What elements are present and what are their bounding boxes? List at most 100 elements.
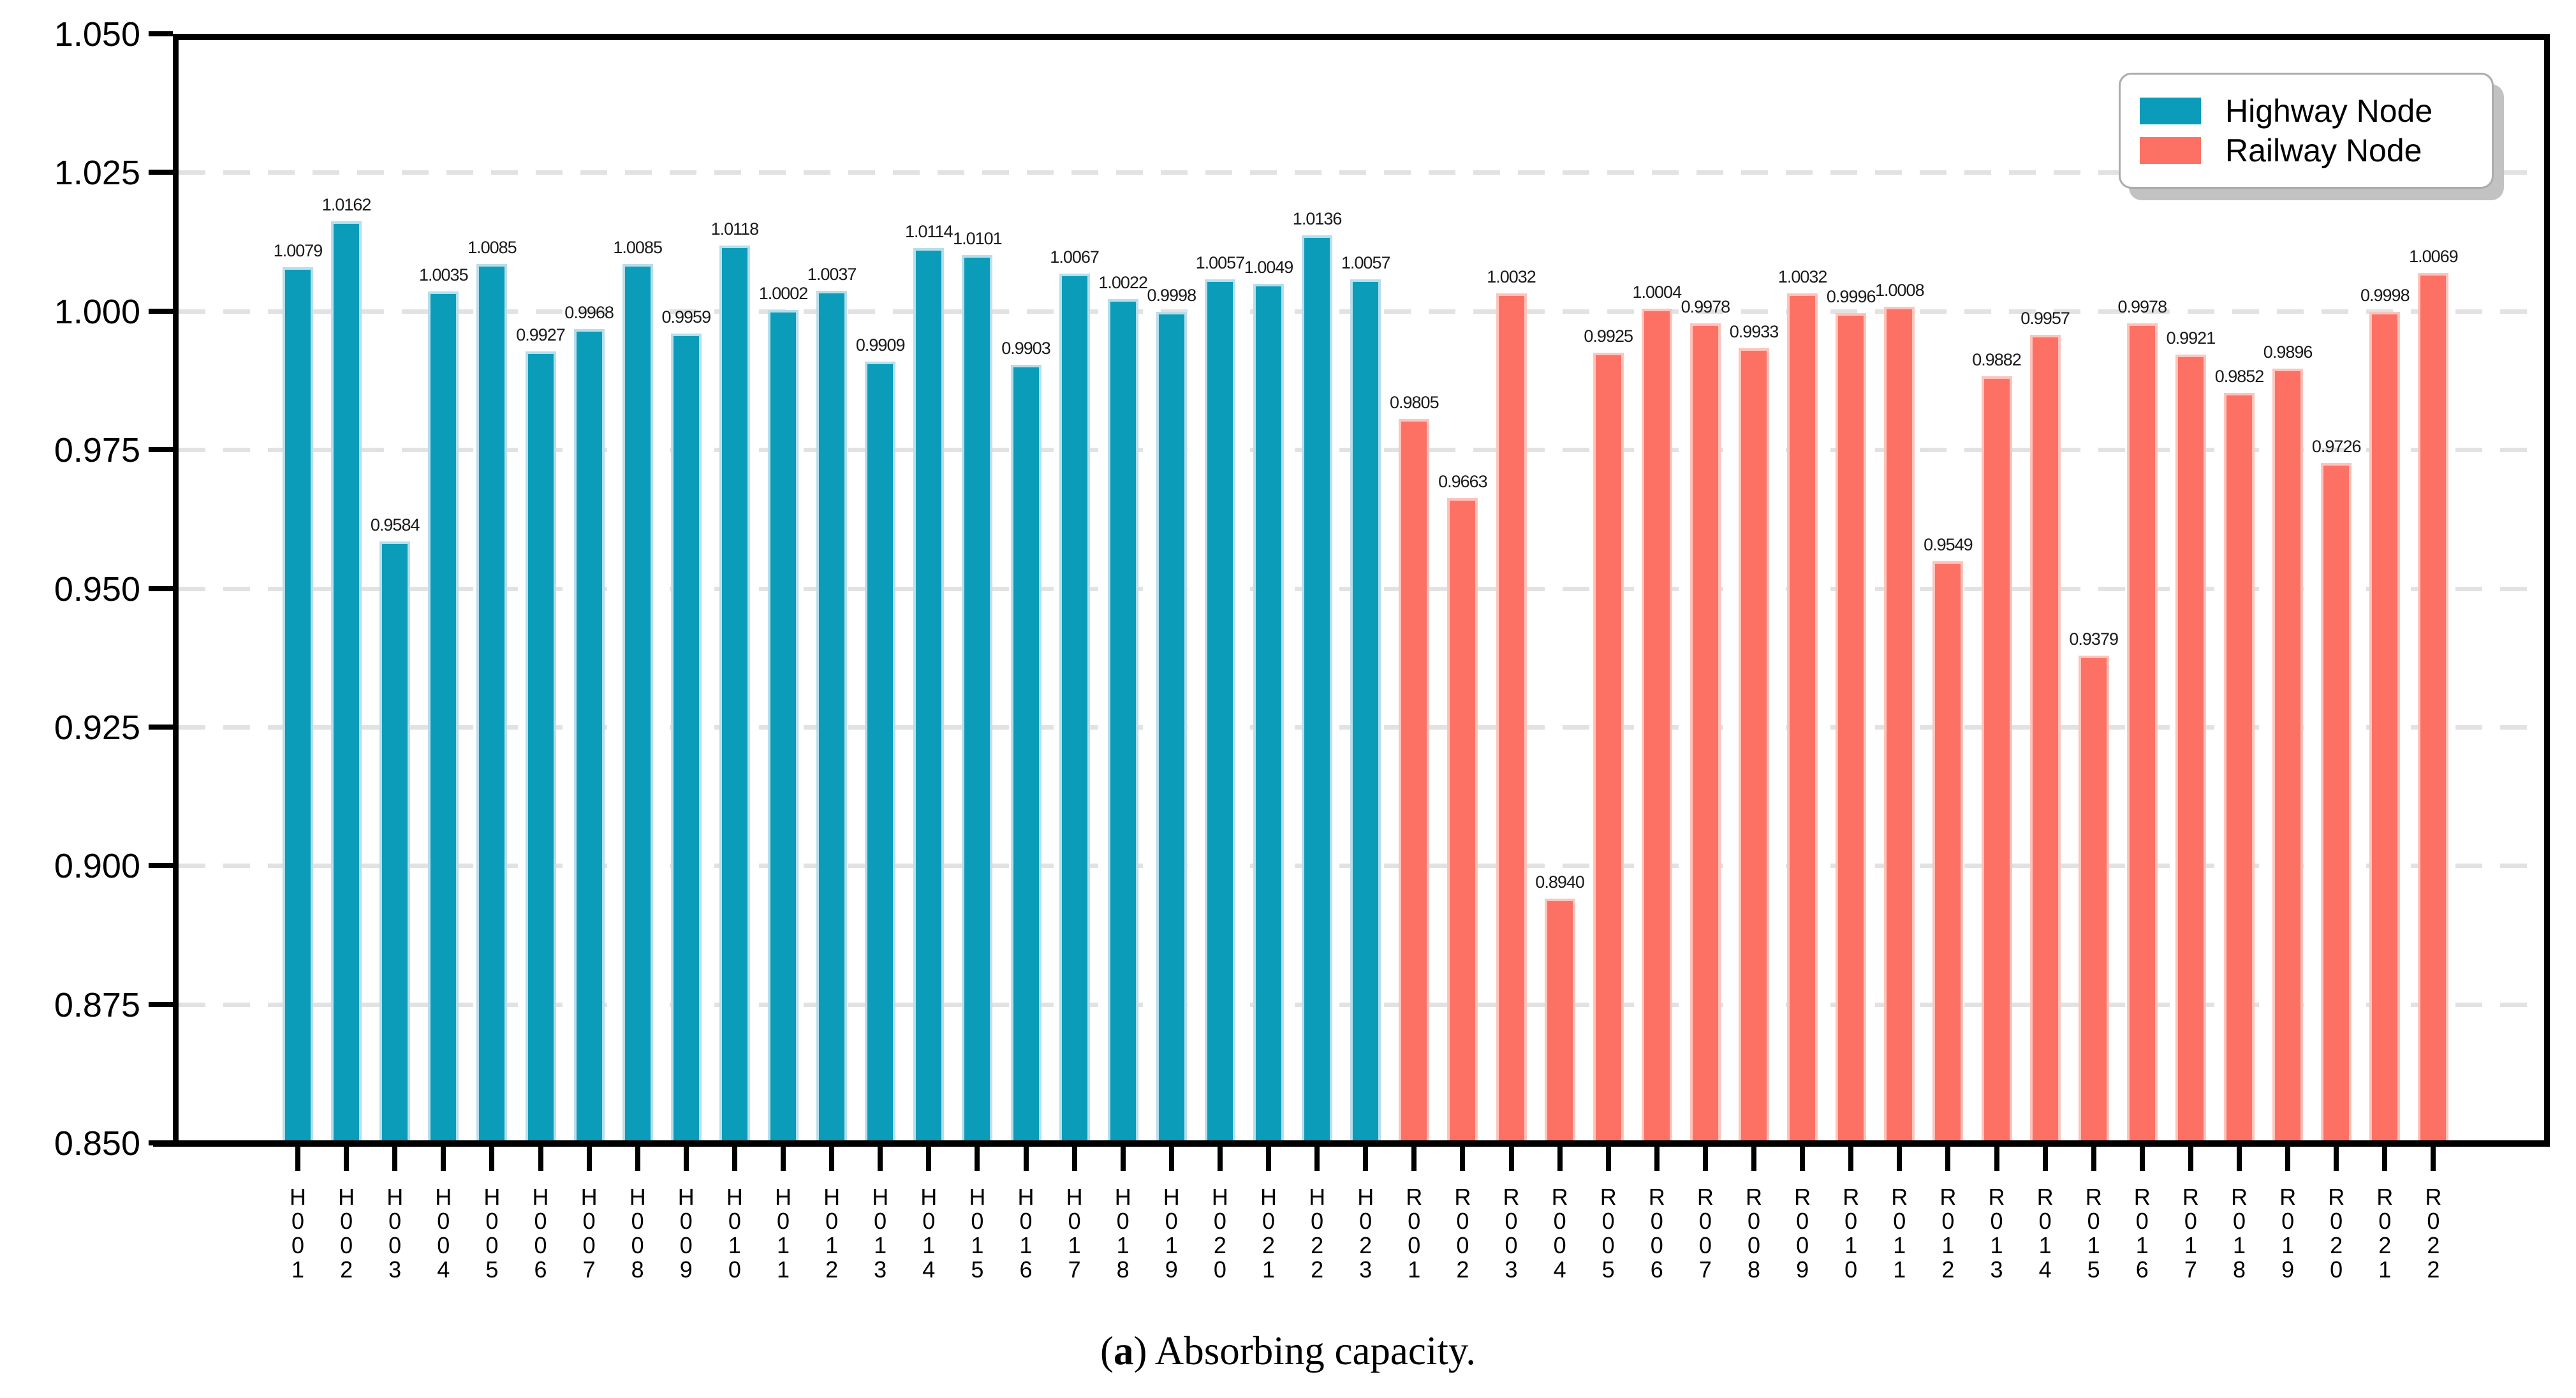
bar-R015 — [2078, 655, 2109, 1145]
x-tick-mark — [1023, 1147, 1029, 1171]
bar-value-label: 0.9663 — [1438, 471, 1488, 491]
axis-spine-top — [173, 34, 2550, 40]
x-tick-mark — [441, 1147, 446, 1171]
bar-value-label: 0.9968 — [564, 302, 614, 322]
bar-value-label: 0.9852 — [2214, 367, 2265, 386]
bar-value-label: 0.9925 — [1584, 326, 1633, 346]
bar-H017 — [1059, 274, 1090, 1145]
x-tick-mark — [1508, 1147, 1514, 1171]
bar-H003 — [379, 541, 411, 1145]
x-tick-mark — [489, 1147, 495, 1171]
y-tick-mark — [149, 447, 173, 453]
x-tick-mark — [2237, 1147, 2242, 1171]
bar-H022 — [1302, 235, 1333, 1145]
x-tick-mark — [344, 1147, 350, 1171]
y-tick-label: 1.000 — [54, 292, 140, 331]
bar-R014 — [2029, 335, 2061, 1145]
bar-value-label: 1.0085 — [613, 237, 663, 257]
x-tick-mark — [1120, 1147, 1126, 1171]
bar-value-label: 1.0035 — [419, 265, 469, 285]
bar-H014 — [913, 247, 945, 1145]
bar-value-label: 1.0079 — [273, 241, 323, 261]
bar-value-label: 1.0037 — [807, 264, 857, 284]
bar-R016 — [2126, 323, 2158, 1145]
bar-R001 — [1399, 419, 1430, 1145]
axis-spine-right — [2544, 34, 2550, 1147]
bar-R020 — [2321, 462, 2352, 1145]
bar-R004 — [1544, 899, 1575, 1145]
x-tick-mark — [1557, 1147, 1563, 1171]
x-tick-mark — [1266, 1147, 1271, 1171]
figure-caption: (a) Absorbing capacity. — [0, 1328, 2576, 1374]
x-tick-mark — [1363, 1147, 1369, 1171]
x-tick-mark — [1168, 1147, 1174, 1171]
x-tick-mark — [732, 1147, 737, 1171]
bar-value-label: 0.9978 — [1681, 297, 1731, 316]
x-tick-mark — [295, 1147, 300, 1171]
x-tick-mark — [1217, 1147, 1223, 1171]
bar-R019 — [2272, 369, 2304, 1145]
x-tick-mark — [1848, 1147, 1854, 1171]
bar-value-label: 0.9998 — [1147, 286, 1197, 305]
x-tick-mark — [2382, 1147, 2388, 1171]
bar-value-label: 1.0162 — [321, 195, 372, 214]
y-tick-label: 0.875 — [54, 985, 140, 1024]
x-tick-mark — [683, 1147, 689, 1171]
bar-H018 — [1107, 298, 1138, 1145]
bar-R018 — [2224, 393, 2255, 1145]
bar-R008 — [1739, 348, 1769, 1145]
gridline — [179, 170, 2544, 175]
bar-R006 — [1641, 309, 1672, 1145]
bar-H009 — [670, 334, 702, 1145]
bar-H023 — [1350, 279, 1381, 1145]
bar-value-label: 0.9927 — [516, 325, 566, 345]
bar-H015 — [962, 254, 993, 1145]
x-tick-mark — [2042, 1147, 2048, 1171]
axis-spine-left — [173, 34, 179, 1147]
bar-R012 — [1932, 561, 1964, 1145]
y-tick-label: 1.025 — [54, 154, 140, 193]
legend-label-highway: Highway Node — [2225, 93, 2433, 129]
x-tick-mark — [2188, 1147, 2193, 1171]
bar-value-label: 0.9882 — [1972, 350, 2022, 370]
bar-value-label: 0.9805 — [1390, 393, 1439, 413]
bar-H012 — [816, 290, 848, 1145]
y-tick-mark — [149, 308, 173, 314]
x-tick-mark — [1654, 1147, 1660, 1171]
bar-value-label: 1.0032 — [1777, 267, 1828, 286]
x-tick-mark — [635, 1147, 640, 1171]
bar-value-label: 1.0032 — [1487, 267, 1536, 286]
x-tick-mark — [1071, 1147, 1077, 1171]
x-tick-mark — [2334, 1147, 2339, 1171]
bar-R009 — [1787, 293, 1818, 1145]
bar-value-label: 0.9933 — [1729, 322, 1779, 341]
x-tick-mark — [926, 1147, 932, 1171]
y-tick-label: 0.900 — [54, 847, 140, 886]
bar-value-label: 1.0067 — [1050, 247, 1100, 267]
x-tick-mark — [1314, 1147, 1320, 1171]
y-tick-label: 0.925 — [54, 708, 140, 747]
highway-color-swatch — [2140, 98, 2201, 124]
y-tick-label: 0.850 — [54, 1124, 140, 1163]
bar-H005 — [476, 263, 508, 1145]
